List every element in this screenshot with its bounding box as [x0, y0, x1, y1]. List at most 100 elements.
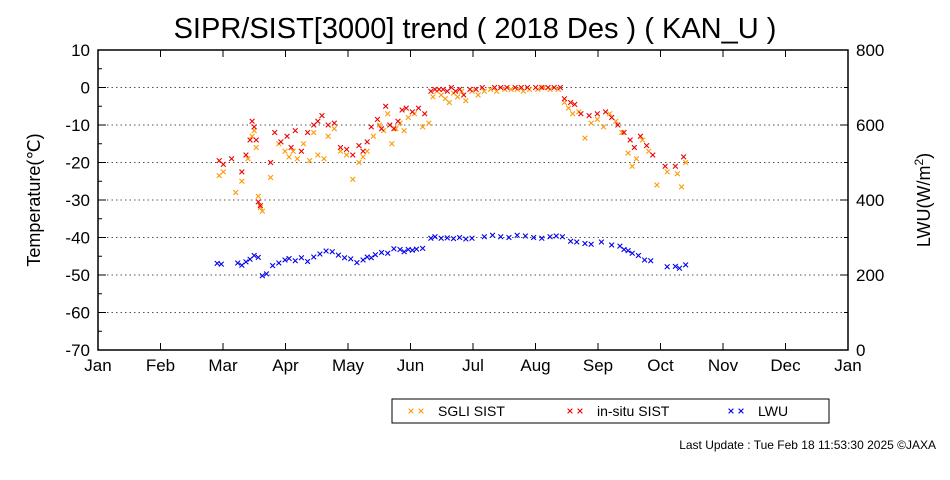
- data-point: [350, 176, 356, 183]
- y-tick-label: -70: [65, 341, 90, 360]
- data-point: [426, 120, 432, 126]
- data-point: [315, 152, 321, 158]
- x-tick-label: Feb: [146, 356, 175, 375]
- data-point: [481, 88, 488, 95]
- data-point: [255, 199, 262, 205]
- data-point: [245, 155, 251, 162]
- data-point: [672, 163, 679, 170]
- y-tick-label: -40: [65, 229, 90, 248]
- data-point: [337, 144, 344, 151]
- data-point: [428, 88, 434, 95]
- data-point: [263, 271, 270, 277]
- data-point: [294, 155, 301, 162]
- data-point: [639, 137, 646, 143]
- data-point: [602, 109, 609, 115]
- data-point: [243, 259, 249, 265]
- y-tick-label: -60: [65, 304, 90, 323]
- data-point: [481, 233, 488, 240]
- data-point: [571, 101, 578, 108]
- legend: SGLI SIST in-situ SIST LWU: [408, 403, 788, 419]
- data-point: [384, 250, 391, 257]
- data-point: [282, 257, 288, 263]
- chart-title: SIPR/SIST[3000] trend ( 2018 Des ) ( KAN…: [174, 13, 777, 45]
- data-point: [368, 124, 375, 130]
- legend-item: LWU: [728, 403, 788, 419]
- y2-tick-label: 600: [856, 116, 884, 135]
- series-2: [214, 232, 689, 279]
- data-point: [343, 146, 350, 153]
- axis-ticks: 100-10-20-30-40-50-60-708006004002000Jan…: [65, 41, 884, 375]
- data-point: [247, 137, 253, 143]
- data-point: [438, 235, 444, 242]
- data-point: [680, 154, 687, 160]
- data-point: [286, 154, 292, 160]
- x-tick-label: Jan: [834, 356, 861, 375]
- legend-marker: [567, 408, 573, 414]
- data-point: [514, 232, 520, 239]
- y-tick-label: -50: [65, 266, 90, 285]
- y2-tick-label: 200: [856, 266, 884, 285]
- data-point: [565, 105, 572, 111]
- data-point: [463, 236, 469, 242]
- data-point: [384, 110, 391, 117]
- data-point: [382, 103, 389, 110]
- data-point: [300, 140, 307, 147]
- data-point: [615, 122, 621, 128]
- data-point: [292, 257, 299, 264]
- data-point: [674, 170, 681, 177]
- data-point: [251, 252, 257, 259]
- data-point: [243, 152, 249, 158]
- data-point: [304, 129, 311, 136]
- data-point: [432, 233, 438, 240]
- data-point: [218, 261, 225, 267]
- data-point: [350, 152, 356, 158]
- data-point: [475, 92, 481, 98]
- grid-lines: [98, 87, 848, 313]
- data-point: [239, 169, 245, 175]
- data-point: [637, 133, 644, 140]
- y-axis-label: Temperature(℃): [24, 133, 44, 266]
- data-point: [654, 182, 660, 188]
- data-point: [586, 112, 592, 119]
- data-point: [524, 84, 531, 91]
- data-point: [234, 260, 241, 266]
- data-point: [374, 116, 381, 123]
- data-point: [456, 86, 463, 93]
- data-point: [319, 112, 325, 119]
- x-tick-label: Jan: [84, 356, 111, 375]
- data-point: [631, 144, 638, 151]
- data-point: [487, 86, 494, 93]
- x-tick-label: Apr: [272, 356, 299, 375]
- data-point: [469, 235, 475, 242]
- data-point: [298, 254, 305, 261]
- data-point: [419, 124, 426, 130]
- data-point: [635, 252, 642, 259]
- data-point: [415, 105, 422, 111]
- data-point: [629, 250, 636, 257]
- data-point: [594, 116, 601, 123]
- x-tick-label: Jun: [397, 356, 424, 375]
- legend-marker: [728, 408, 734, 414]
- data-point: [323, 248, 329, 254]
- data-point: [582, 135, 588, 141]
- data-point: [450, 235, 457, 242]
- data-point: [547, 233, 553, 240]
- x-tick-label: Nov: [708, 356, 739, 375]
- data-point: [600, 124, 607, 130]
- data-point: [393, 125, 399, 132]
- data-point: [419, 245, 426, 252]
- data-point: [432, 86, 438, 93]
- legend-box: [391, 398, 830, 424]
- legend-item: in-situ SIST: [567, 403, 670, 419]
- data-point: [276, 260, 282, 266]
- data-point: [325, 122, 331, 128]
- data-point: [356, 142, 362, 149]
- data-point: [428, 235, 434, 242]
- data-point: [282, 148, 288, 155]
- data-point: [567, 99, 574, 106]
- series-layer: [214, 84, 689, 279]
- data-point: [647, 257, 654, 264]
- data-point: [306, 157, 313, 164]
- data-point: [454, 94, 461, 100]
- data-point: [220, 161, 227, 168]
